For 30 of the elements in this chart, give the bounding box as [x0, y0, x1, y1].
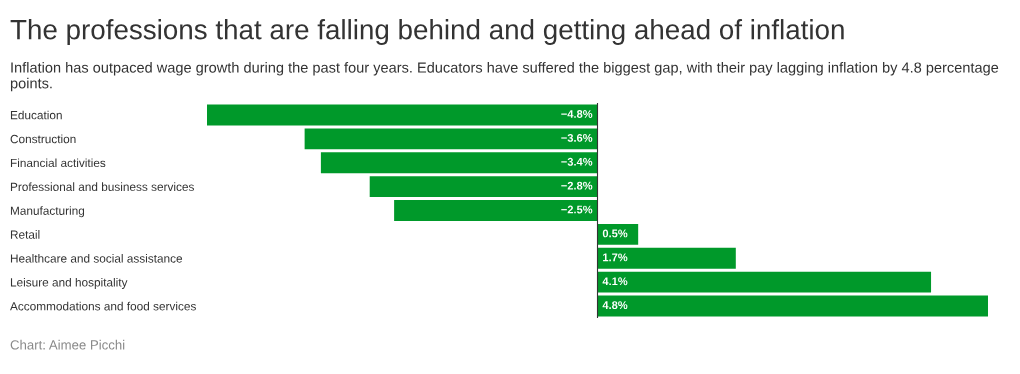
text: Chart: Aimee Picchi	[10, 339, 125, 350]
bar	[597, 223, 639, 245]
data-label: −2.8%	[561, 181, 593, 190]
y-tick-label: Accommodations and food services	[10, 301, 196, 311]
y-tick-label: Manufacturing	[10, 206, 85, 218]
data-label: −4.8%	[561, 110, 593, 118]
data-label: −3.4%	[561, 157, 593, 166]
bar	[597, 247, 736, 269]
y-tick-label: Construction	[10, 134, 76, 144]
data-label: −3.6%	[561, 133, 593, 142]
y-tick-label: Healthcare and social assistance	[10, 254, 183, 263]
bar	[320, 152, 598, 174]
y-tick-label: Retail	[10, 230, 40, 239]
bar	[207, 104, 598, 126]
y-tick-label: Education	[10, 110, 62, 120]
chart-subtitle: Inflation has outpaced wage growth during the past four years. Educators have suffered the biggest gap, with their pay lagging inflation by 4.8 percentage points.	[10, 62, 999, 92]
y-tick-label: Professional and business services	[10, 182, 194, 192]
data-label: −2.5%	[561, 205, 593, 214]
bar	[394, 200, 598, 221]
y-tick-label: Leisure and hospitality	[10, 277, 128, 289]
data-label: 0.5%	[602, 229, 628, 238]
data-label: 1.7%	[603, 253, 628, 262]
y-tick-label: Financial activities	[10, 158, 106, 168]
data-label: 4.8%	[602, 301, 628, 310]
chart-title: The professions that are falling behind and getting ahead of inflation	[10, 19, 844, 45]
bar	[597, 271, 932, 293]
bar	[304, 128, 598, 150]
bar	[369, 176, 598, 198]
bar	[597, 295, 988, 317]
data-label: 4.1%	[602, 277, 628, 286]
